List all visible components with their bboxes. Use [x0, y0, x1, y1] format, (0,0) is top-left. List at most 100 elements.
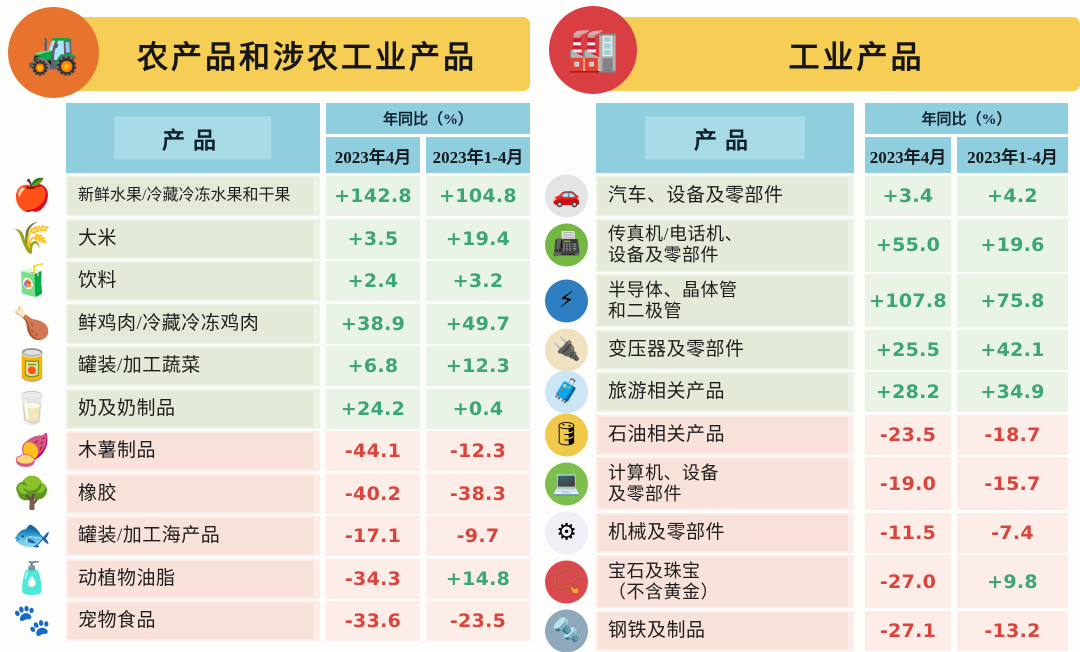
jan-apr-value: +75.8 — [957, 274, 1068, 327]
travel-suitcase-icon: 🧳 — [545, 370, 588, 414]
chicken-icon: 🍗 — [12, 305, 52, 341]
jan-apr-value: +9.8 — [957, 555, 1068, 608]
agri-table-rows: 🍎 新鲜水果/冷藏冷冻水果和干果 +142.8 +104.8 🌾 大米 +3.5… — [13, 176, 530, 641]
apr-value: +38.9 — [326, 303, 420, 344]
product-name: 钢铁及制品 — [608, 619, 706, 641]
table-row: 📿 宝石及珠宝 （不含黄金） -27.0 +9.8 — [545, 555, 1068, 608]
product-cell: 饮料 — [66, 261, 320, 301]
product-name: 宠物食品 — [78, 610, 157, 632]
apr-value: +3.4 — [865, 176, 951, 216]
apr-value: +24.2 — [326, 388, 420, 429]
product-cell: 变压器及零部件 — [596, 329, 854, 370]
agri-panel-title: 农产品和涉农工业产品 — [137, 39, 477, 75]
product-column-header: 产品 — [66, 103, 320, 173]
table-row: ⚙ 机械及零部件 -11.5 -7.4 — [545, 511, 1068, 554]
cassava-icon: 🍠 — [12, 432, 52, 469]
product-cell: 传真机/电话机、 设备及零部件 — [596, 218, 854, 272]
machinery-gear-icon: ⚙ — [545, 511, 588, 554]
product-name: 木薯制品 — [78, 440, 157, 462]
product-cell: 新鲜水果/冷藏冷冻水果和干果 — [66, 176, 320, 216]
beverages-icon: 🧃 — [12, 262, 52, 299]
product-column-header: 产品 — [596, 103, 854, 173]
product-name: 橡胶 — [78, 482, 118, 504]
jan-apr-value: +3.2 — [426, 261, 530, 301]
canned-seafood-icon: 🐟 — [12, 517, 52, 554]
product-name: 宝石及珠宝 （不含黄金） — [608, 560, 719, 602]
product-name: 旅游相关产品 — [608, 381, 726, 403]
factory-glyph: 🏭 — [566, 25, 620, 74]
fax-phone-icon: 📠 — [545, 223, 588, 267]
product-name: 汽车、设备及零部件 — [608, 185, 784, 207]
header-inlay — [114, 116, 272, 160]
jan-apr-value: +42.1 — [957, 329, 1068, 370]
product-cell: 旅游相关产品 — [596, 372, 854, 412]
apr-value: -11.5 — [865, 512, 951, 553]
product-cell: 罐装/加工海产品 — [66, 516, 320, 556]
table-row: 🛢 石油相关产品 -23.5 -18.7 — [545, 413, 1068, 456]
apr-value: -40.2 — [326, 473, 420, 514]
product-cell: 计算机、设备 及零部件 — [596, 457, 854, 510]
table-row: ⚡ 半导体、晶体管 和二极管 +107.8 +75.8 — [545, 274, 1068, 327]
product-name: 计算机、设备 及零部件 — [608, 462, 719, 504]
header-inlay — [645, 116, 805, 160]
product-cell: 钢铁及制品 — [596, 610, 854, 651]
yoy-header: 年同比（%） — [865, 103, 1068, 134]
table-row: 🚗 汽车、设备及零部件 +3.4 +4.2 — [545, 174, 1068, 218]
product-cell: 罐装/加工蔬菜 — [66, 346, 320, 386]
product-name: 罐装/加工蔬菜 — [78, 355, 201, 377]
product-name: 鲜鸡肉/冷藏冷冻鸡肉 — [78, 312, 260, 334]
industry-title-band: 工业产品 — [573, 17, 1080, 91]
jan-apr-value: -9.7 — [426, 516, 530, 556]
apr-value: +55.0 — [865, 218, 951, 272]
table-row: 🔌 变压器及零部件 +25.5 +42.1 — [545, 328, 1068, 371]
product-cell: 宠物食品 — [66, 601, 320, 641]
product-cell: 汽车、设备及零部件 — [596, 176, 854, 216]
fruit-bowl-icon: 🍎 — [12, 177, 52, 214]
product-name: 石油相关产品 — [608, 423, 726, 445]
table-row: 🧳 旅游相关产品 +28.2 +34.9 — [545, 370, 1068, 414]
table-row: 🍎 新鲜水果/冷藏冷冻水果和干果 +142.8 +104.8 — [13, 176, 530, 216]
car-icon: 🚗 — [545, 174, 588, 218]
apr-value: +107.8 — [865, 274, 951, 327]
table-row: 🍠 木薯制品 -44.1 -12.3 — [13, 431, 530, 471]
jan-apr-value: -23.5 — [426, 601, 530, 641]
jan-apr-value: +34.9 — [957, 372, 1068, 412]
product-name: 半导体、晶体管 和二极管 — [608, 279, 738, 321]
pet-food-icon: 🐾 — [12, 602, 52, 639]
table-row: 🌾 大米 +3.5 +19.4 — [13, 218, 530, 259]
table-row: 🥛 奶及奶制品 +24.2 +0.4 — [13, 388, 530, 429]
product-cell: 石油相关产品 — [596, 414, 854, 455]
jan-apr-value: +12.3 — [426, 346, 530, 386]
factory-icon: 🏭 — [549, 6, 637, 94]
product-name: 饮料 — [78, 270, 118, 292]
jan-apr-value: -15.7 — [957, 457, 1068, 510]
table-row: 🐾 宠物食品 -33.6 -23.5 — [13, 601, 530, 641]
yoy-header: 年同比（%） — [326, 103, 530, 134]
industry-panel-title: 工业产品 — [788, 39, 925, 75]
table-row: 🍗 鲜鸡肉/冷藏冷冻鸡肉 +38.9 +49.7 — [13, 303, 530, 344]
table-row: 🌳 橡胶 -40.2 -38.3 — [13, 473, 530, 514]
product-name: 动植物油脂 — [78, 567, 176, 589]
jan-apr-value: +4.2 — [957, 176, 1068, 216]
canned-vegetables-icon: 🥫 — [12, 347, 52, 384]
petroleum-icon: 🛢 — [545, 413, 588, 456]
jan-apr-value: +49.7 — [426, 303, 530, 344]
tractor-farm-icon: 🚜 — [8, 7, 99, 98]
jan-apr-column-header: 2023年1-4月 — [957, 137, 1068, 173]
product-cell: 木薯制品 — [66, 431, 320, 471]
apr-column-header: 2023年4月 — [326, 137, 420, 173]
apr-value: -27.0 — [865, 555, 951, 608]
computer-icon: 💻 — [545, 462, 588, 505]
table-row: 🐟 罐装/加工海产品 -17.1 -9.7 — [13, 516, 530, 556]
apr-value: -33.6 — [326, 601, 420, 641]
milk-icon: 🥛 — [12, 390, 52, 426]
apr-value: +25.5 — [865, 329, 951, 370]
transformer-icon: 🔌 — [545, 328, 588, 371]
apr-value: +28.2 — [865, 372, 951, 412]
jewelry-icon: 📿 — [545, 560, 588, 603]
table-row: 🥫 罐装/加工蔬菜 +6.8 +12.3 — [13, 346, 530, 386]
table-row: 🧃 饮料 +2.4 +3.2 — [13, 261, 530, 301]
jan-apr-value: -12.3 — [426, 431, 530, 471]
apr-value: +3.5 — [326, 218, 420, 259]
product-cell: 奶及奶制品 — [66, 388, 320, 429]
